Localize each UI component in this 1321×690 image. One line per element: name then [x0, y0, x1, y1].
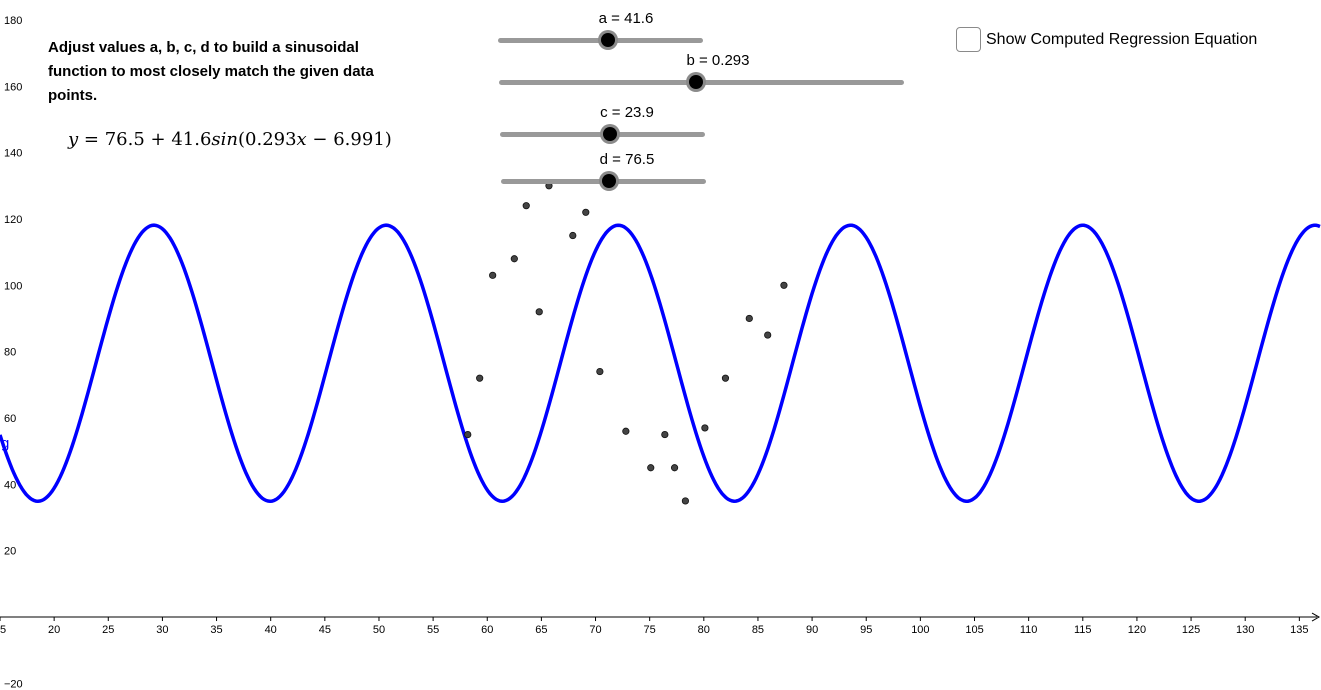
data-point[interactable] — [569, 231, 577, 240]
slider-a-knob[interactable] — [601, 33, 615, 47]
regression-checkbox-label[interactable]: Show Computed Regression Equation — [986, 31, 1258, 48]
data-point[interactable] — [622, 427, 630, 435]
slider-a-label: a = 41.6 — [598, 10, 654, 27]
data-point[interactable] — [780, 281, 788, 289]
x-tick-label: 45 — [319, 624, 331, 636]
x-tick-label: 130 — [1236, 624, 1254, 636]
slider-b-label: b = 0.293 — [686, 52, 750, 69]
data-point[interactable] — [476, 374, 484, 382]
x-tick-label: 55 — [427, 624, 439, 636]
x-tick-label: 30 — [156, 624, 168, 636]
x-tick-label: 20 — [48, 624, 60, 636]
data-point[interactable] — [596, 367, 604, 376]
x-tick-label: 95 — [860, 624, 872, 636]
x-tick-label: 50 — [373, 624, 385, 636]
data-point[interactable] — [510, 255, 518, 263]
data-point[interactable] — [464, 430, 472, 439]
x-tick-label: 25 — [102, 624, 114, 636]
y-tick-label: 160 — [4, 81, 22, 93]
x-tick-label: 65 — [535, 624, 547, 636]
y-tick-label: 20 — [4, 546, 16, 558]
y-tick-label: 80 — [4, 347, 16, 359]
x-tick-label: 80 — [698, 624, 710, 636]
x-tick-label: 40 — [265, 624, 277, 636]
x-tick-label: 100 — [911, 624, 929, 636]
x-axis-arrow — [1311, 612, 1321, 622]
x-tick-label: 115 — [1074, 624, 1092, 636]
data-point[interactable] — [489, 271, 497, 279]
data-point[interactable] — [661, 430, 669, 439]
slider-c-track[interactable] — [500, 132, 705, 137]
equation-display: y = 76.5 + 41.6sin(0.293x − 6.991) — [68, 129, 392, 150]
x-tick-label: 110 — [1020, 624, 1038, 636]
x-tick-label: 35 — [210, 624, 222, 636]
data-point[interactable] — [745, 314, 753, 323]
data-point[interactable] — [522, 202, 530, 210]
data-point[interactable] — [764, 331, 772, 339]
x-tick-label: 85 — [752, 624, 764, 636]
x-tick-label: 120 — [1128, 624, 1146, 636]
data-point[interactable] — [582, 208, 590, 216]
data-point[interactable] — [681, 497, 690, 505]
sinusoid-curve — [0, 223, 1321, 503]
y-tick-label: 60 — [4, 413, 16, 425]
x-tick-label: 60 — [481, 624, 493, 636]
x-tick-label: 90 — [806, 624, 818, 636]
y-tick-label: −20 — [4, 678, 23, 690]
y-tick-label: 180 — [4, 15, 22, 27]
y-tick-label: 140 — [4, 148, 22, 160]
x-tick-label: 125 — [1182, 624, 1200, 636]
regression-checkbox[interactable] — [956, 27, 981, 52]
slider-d-knob[interactable] — [602, 174, 616, 188]
y-tick-label: 120 — [4, 214, 22, 226]
slider-d-label: d = 76.5 — [599, 151, 655, 168]
x-tick-label: 105 — [965, 624, 983, 636]
x-tick-label: 135 — [1290, 624, 1308, 636]
slider-c-label: c = 23.9 — [600, 104, 654, 121]
x-tick-label: 70 — [589, 624, 601, 636]
slider-c-knob[interactable] — [603, 127, 617, 141]
instructions-text: Adjust values a, b, c, d to build a sinu… — [48, 39, 374, 104]
slider-a-track[interactable] — [498, 38, 703, 43]
x-tick-label: 15 — [0, 624, 6, 636]
slider-b-knob[interactable] — [689, 75, 703, 89]
x-tick-label: 75 — [644, 624, 656, 636]
y-tick-label: 100 — [4, 280, 22, 292]
data-point[interactable] — [647, 464, 655, 472]
data-point[interactable] — [721, 374, 730, 382]
data-point[interactable] — [701, 424, 709, 432]
data-point[interactable] — [535, 308, 543, 316]
data-point[interactable] — [670, 464, 679, 472]
function-label: g — [1, 435, 9, 452]
y-tick-label: 40 — [4, 479, 16, 491]
